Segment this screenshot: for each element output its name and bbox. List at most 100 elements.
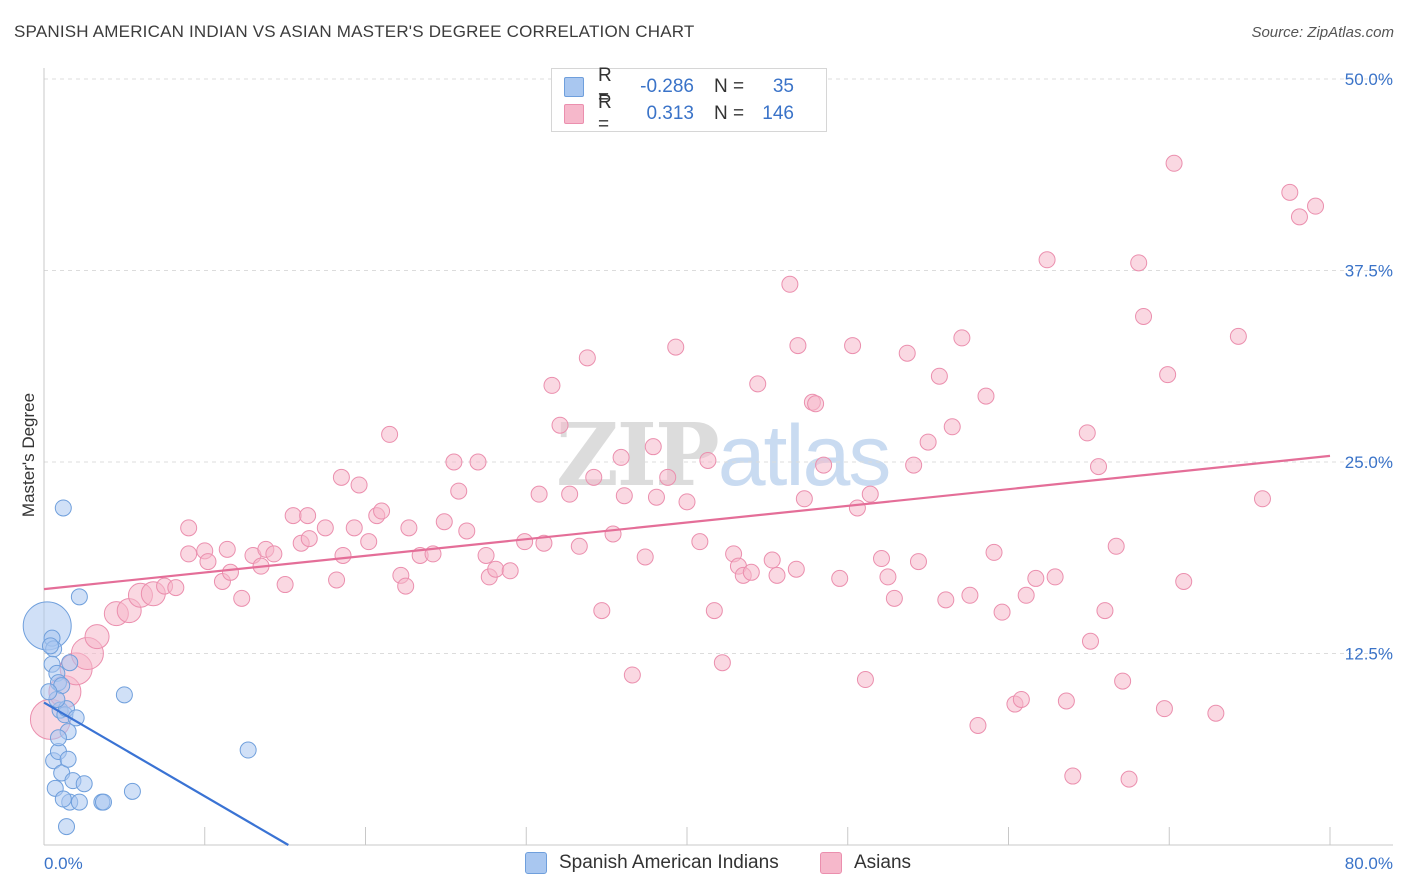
asian-point bbox=[905, 456, 923, 474]
asian-point bbox=[985, 543, 1003, 561]
r-value: 0.313 bbox=[646, 103, 694, 124]
asian-point bbox=[615, 487, 633, 505]
asian-point bbox=[381, 425, 399, 443]
asian-point bbox=[919, 433, 937, 451]
asian-point bbox=[1081, 632, 1099, 650]
asian-point bbox=[795, 490, 813, 508]
source-credit: Source: ZipAtlas.com bbox=[1251, 24, 1394, 41]
asian-point bbox=[1135, 307, 1153, 325]
asian-point bbox=[221, 563, 239, 581]
asian-point bbox=[678, 493, 696, 511]
asian-point bbox=[373, 502, 391, 520]
asian-point bbox=[961, 586, 979, 604]
n-label: N = bbox=[714, 76, 745, 97]
asian-point bbox=[787, 560, 805, 578]
watermark-zip: ZIP bbox=[556, 405, 720, 506]
asian-point bbox=[1064, 767, 1082, 785]
asian-point bbox=[1012, 690, 1030, 708]
asian-point bbox=[350, 476, 368, 494]
r-value: -0.286 bbox=[640, 76, 694, 97]
x-tick-label-max: 80.0% bbox=[1345, 854, 1393, 873]
asian-point bbox=[477, 546, 495, 564]
asian-point bbox=[831, 569, 849, 587]
asian-point bbox=[789, 337, 807, 355]
n-value: 35 bbox=[772, 76, 794, 97]
spanish-american-indian-point bbox=[70, 793, 88, 811]
legend-label: Spanish American Indians bbox=[559, 852, 779, 873]
asian-point bbox=[909, 553, 927, 571]
asian-point bbox=[742, 563, 760, 581]
asian-point bbox=[570, 537, 588, 555]
spanish-american-indian-point bbox=[58, 818, 76, 836]
asian-point bbox=[450, 482, 468, 500]
asian-point bbox=[943, 418, 961, 436]
asian-point bbox=[953, 329, 971, 347]
spanish-american-indian-point bbox=[123, 782, 141, 800]
asian-point bbox=[691, 533, 709, 551]
asian-point bbox=[276, 576, 294, 594]
y-tick-label: 37.5% bbox=[1345, 262, 1393, 281]
asian-point bbox=[1096, 602, 1114, 620]
asian-point bbox=[898, 344, 916, 362]
asian-point bbox=[334, 546, 352, 564]
asian-point bbox=[749, 375, 767, 393]
asian-point bbox=[585, 468, 603, 486]
spanish-american-indian-point bbox=[75, 775, 93, 793]
asian-point bbox=[1165, 154, 1183, 172]
n-label: N = bbox=[714, 103, 745, 124]
spanish-american-indian-point bbox=[54, 790, 72, 808]
asian-point bbox=[469, 453, 487, 471]
asian-point bbox=[1017, 586, 1035, 604]
legend-item-spanish-american-indians[interactable]: Spanish American Indians bbox=[525, 852, 779, 874]
asians-trend-line bbox=[43, 454, 1331, 591]
asian-point bbox=[856, 671, 874, 689]
asian-point bbox=[328, 571, 346, 589]
chart-title: SPANISH AMERICAN INDIAN VS ASIAN MASTER'… bbox=[14, 22, 695, 41]
y-tick-label: 12.5% bbox=[1345, 645, 1393, 664]
pink-swatch bbox=[820, 852, 842, 874]
axes bbox=[43, 68, 1393, 846]
asian-point bbox=[397, 577, 415, 595]
asian-point bbox=[1281, 183, 1299, 201]
legend-item-asians[interactable]: Asians bbox=[820, 852, 911, 874]
asian-point bbox=[807, 395, 825, 413]
asian-point bbox=[199, 553, 217, 571]
spanish-american-indian-point bbox=[70, 588, 88, 606]
asian-point bbox=[233, 589, 251, 607]
asian-point bbox=[593, 602, 611, 620]
asian-point bbox=[815, 456, 833, 474]
asian-point bbox=[501, 562, 519, 580]
asian-point bbox=[218, 540, 236, 558]
legend-row-spanish-american-indians: R = -0.286 N = 35 bbox=[564, 65, 794, 108]
asian-point bbox=[977, 387, 995, 405]
asian-point bbox=[713, 654, 731, 672]
asian-point bbox=[623, 666, 641, 684]
spanish-american-indian-point bbox=[239, 741, 257, 759]
watermark: ZIPatlas bbox=[556, 405, 892, 506]
y-axis-label: Master's Degree bbox=[19, 393, 38, 517]
asian-point bbox=[993, 603, 1011, 621]
asian-point bbox=[1307, 197, 1325, 215]
asians-points bbox=[29, 154, 1325, 788]
asian-point bbox=[1159, 366, 1177, 384]
watermark-atlas: atlas bbox=[717, 408, 892, 504]
asian-point bbox=[873, 550, 891, 568]
asian-point bbox=[667, 338, 685, 356]
asian-point bbox=[1229, 327, 1247, 345]
legend-label: Asians bbox=[854, 852, 912, 873]
asian-point bbox=[445, 453, 463, 471]
asian-point bbox=[1253, 490, 1271, 508]
asian-point bbox=[180, 519, 198, 537]
asian-point bbox=[561, 485, 579, 503]
asian-point bbox=[345, 519, 363, 537]
asian-point bbox=[844, 337, 862, 355]
spanish-american-indian-point bbox=[54, 499, 72, 517]
trend-lines bbox=[43, 454, 1331, 846]
asian-point bbox=[530, 485, 548, 503]
asian-point bbox=[543, 376, 561, 394]
y-tick-label: 50.0% bbox=[1345, 70, 1393, 89]
asian-point bbox=[1027, 569, 1045, 587]
blue-swatch bbox=[525, 852, 547, 874]
asian-point bbox=[768, 566, 786, 584]
